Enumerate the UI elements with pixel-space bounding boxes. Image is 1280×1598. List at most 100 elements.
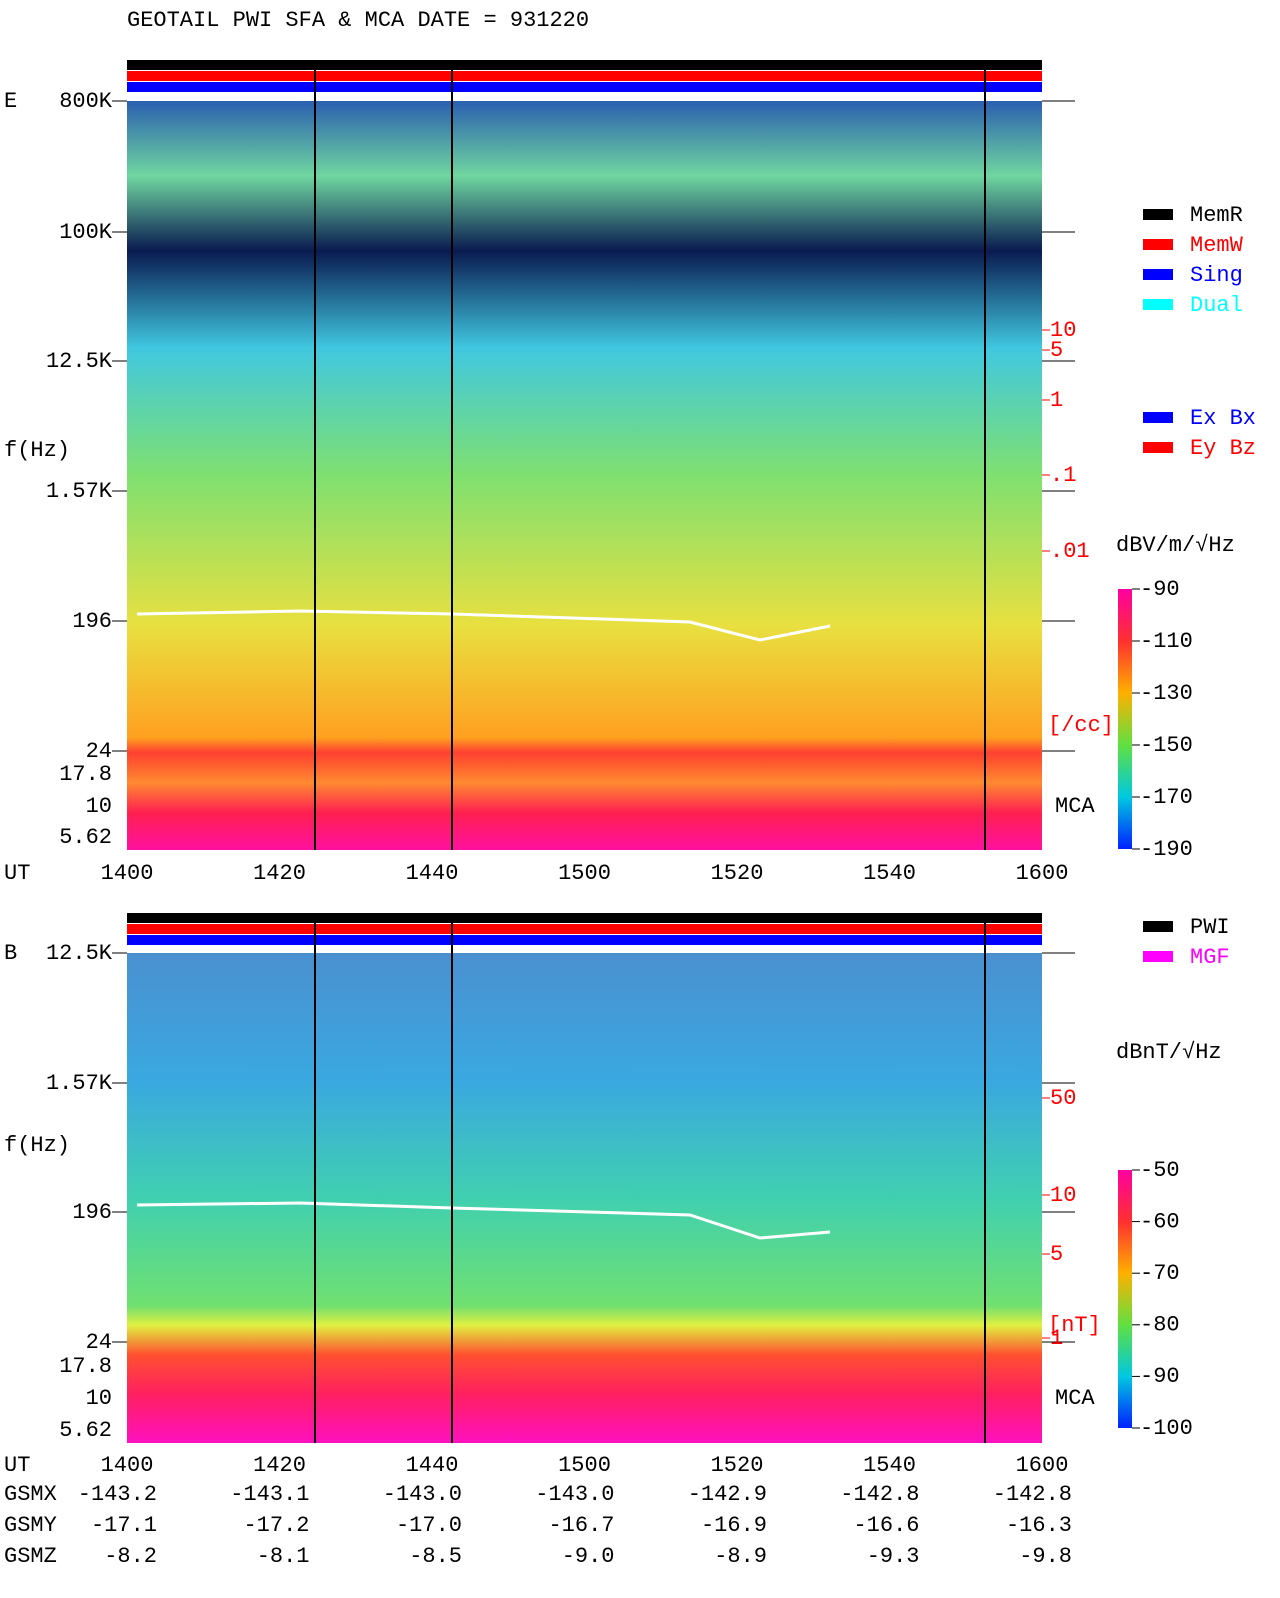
mca-label: MCA [1055, 794, 1095, 819]
x-tick-label: 1600 [1016, 1453, 1069, 1478]
x-tick-label: 1400 [101, 1453, 154, 1478]
x-axis-label: UT [4, 1453, 30, 1478]
x-tick-label: 1520 [711, 861, 764, 886]
title: GEOTAIL PWI SFA & MCA DATE = 931220 [127, 8, 589, 33]
orbit-value: -142.9 [688, 1482, 767, 1507]
density-unit: [nT] [1048, 1313, 1101, 1338]
density-tick-label: 10 [1050, 318, 1076, 343]
legend-swatch [1143, 921, 1173, 932]
orbit-value: -16.3 [1006, 1513, 1072, 1538]
orbit-value: -8.5 [409, 1544, 462, 1569]
legend-label: MGF [1190, 945, 1230, 970]
orbit-value: -143.0 [535, 1482, 614, 1507]
colorbar-tick-label: -80 [1140, 1313, 1180, 1338]
density-tick-label: 5 [1050, 1242, 1063, 1267]
y-tick-label: 100K [59, 220, 113, 245]
x-tick-label: 1500 [558, 861, 611, 886]
x-tick-label: 1500 [558, 1453, 611, 1478]
mca-tick-label: 5.62 [59, 825, 112, 850]
colorbar-tick-label: -110 [1140, 629, 1193, 654]
orbit-value: -9.3 [867, 1544, 920, 1569]
legend-label: MemW [1190, 233, 1244, 258]
spectrogram-e [127, 60, 1042, 850]
y-tick-label: 1.57K [46, 1071, 113, 1096]
mca-tick-label: 10 [86, 1386, 112, 1411]
legend-label: MemR [1190, 203, 1243, 228]
colorbar-tick-label: -60 [1140, 1209, 1180, 1234]
density-tick-label: .1 [1050, 463, 1076, 488]
legend-label: Ex Bx [1190, 406, 1256, 431]
x-tick-label: 1540 [863, 1453, 916, 1478]
density-tick-label: 10 [1050, 1183, 1076, 1208]
colorbar-e [1118, 589, 1132, 849]
colorbar-tick-label: -150 [1140, 733, 1193, 758]
x-tick-label: 1440 [406, 861, 459, 886]
legend-label: Ey Bz [1190, 436, 1256, 461]
legend-swatch [1143, 412, 1173, 423]
colorbar-tick-label: -70 [1140, 1261, 1180, 1286]
legend-swatch [1143, 239, 1173, 250]
density-tick-label: 1 [1050, 1326, 1063, 1351]
x-tick-label: 1400 [101, 861, 154, 886]
x-axis-label: UT [4, 861, 30, 886]
panel-label: E [4, 89, 17, 114]
x-tick-label: 1420 [253, 1453, 306, 1478]
orbit-label: GSMY [4, 1513, 57, 1538]
colorbar-tick-label: -190 [1140, 837, 1193, 862]
x-tick-label: 1440 [406, 1453, 459, 1478]
y-axis-label: f(Hz) [4, 1133, 70, 1158]
orbit-value: -17.0 [396, 1513, 462, 1538]
y-tick-label: 800K [59, 89, 113, 114]
orbit-label: GSMX [4, 1482, 57, 1507]
colorbar-tick-label: -100 [1140, 1416, 1193, 1441]
colorbar-tick-label: -130 [1140, 681, 1193, 706]
legend-label: Sing [1190, 263, 1243, 288]
legend-label: Dual [1190, 293, 1243, 318]
y-tick-label: 196 [72, 609, 112, 634]
panel-label: B [4, 941, 17, 966]
orbit-value: -9.0 [562, 1544, 615, 1569]
y-tick-label: 24 [86, 739, 112, 764]
y-tick-label: 24 [86, 1330, 112, 1355]
colorbar-unit: dBV/m/√Hz [1116, 533, 1235, 558]
orbit-value: -16.6 [853, 1513, 919, 1538]
legend-label: PWI [1190, 915, 1230, 940]
orbit-value: -16.9 [701, 1513, 767, 1538]
mca-tick-label: 17.8 [59, 1354, 112, 1379]
x-tick-label: 1600 [1016, 861, 1069, 886]
orbit-value: -17.2 [243, 1513, 309, 1538]
colorbar-tick-label: -170 [1140, 785, 1193, 810]
colorbar-tick-label: -90 [1140, 577, 1180, 602]
orbit-value: -16.7 [548, 1513, 614, 1538]
x-tick-label: 1520 [711, 1453, 764, 1478]
x-tick-label: 1420 [253, 861, 306, 886]
colorbar-unit: dBnT/√Hz [1116, 1040, 1222, 1065]
colorbar-tick-label: -50 [1140, 1158, 1180, 1183]
orbit-value: -9.8 [1019, 1544, 1072, 1569]
legend-swatch [1143, 269, 1173, 280]
legend-swatch [1143, 209, 1173, 220]
mode-lines [314, 60, 986, 1443]
mca-tick-label: 17.8 [59, 762, 112, 787]
orbit-value: -143.0 [383, 1482, 462, 1507]
orbit-value: -17.1 [91, 1513, 157, 1538]
orbit-value: -8.2 [104, 1544, 157, 1569]
colorbar-tick-label: -90 [1140, 1364, 1180, 1389]
x-tick-label: 1540 [863, 861, 916, 886]
orbit-value: -8.1 [257, 1544, 310, 1569]
orbit-value: -143.2 [78, 1482, 157, 1507]
y-tick-label: 12.5K [46, 941, 113, 966]
orbit-label: GSMZ [4, 1544, 57, 1569]
orbit-value: -142.8 [840, 1482, 919, 1507]
colorbar-b [1118, 1170, 1132, 1428]
density-tick-label: 5 [1050, 338, 1063, 363]
legend-swatch [1143, 299, 1173, 310]
orbit-value: -8.9 [714, 1544, 767, 1569]
density-tick-label: .01 [1050, 539, 1090, 564]
y-tick-label: 196 [72, 1200, 112, 1225]
y-tick-label: 12.5K [46, 349, 113, 374]
mca-tick-label: 5.62 [59, 1418, 112, 1443]
orbit-value: -143.1 [230, 1482, 309, 1507]
y-tick-label: 1.57K [46, 479, 113, 504]
